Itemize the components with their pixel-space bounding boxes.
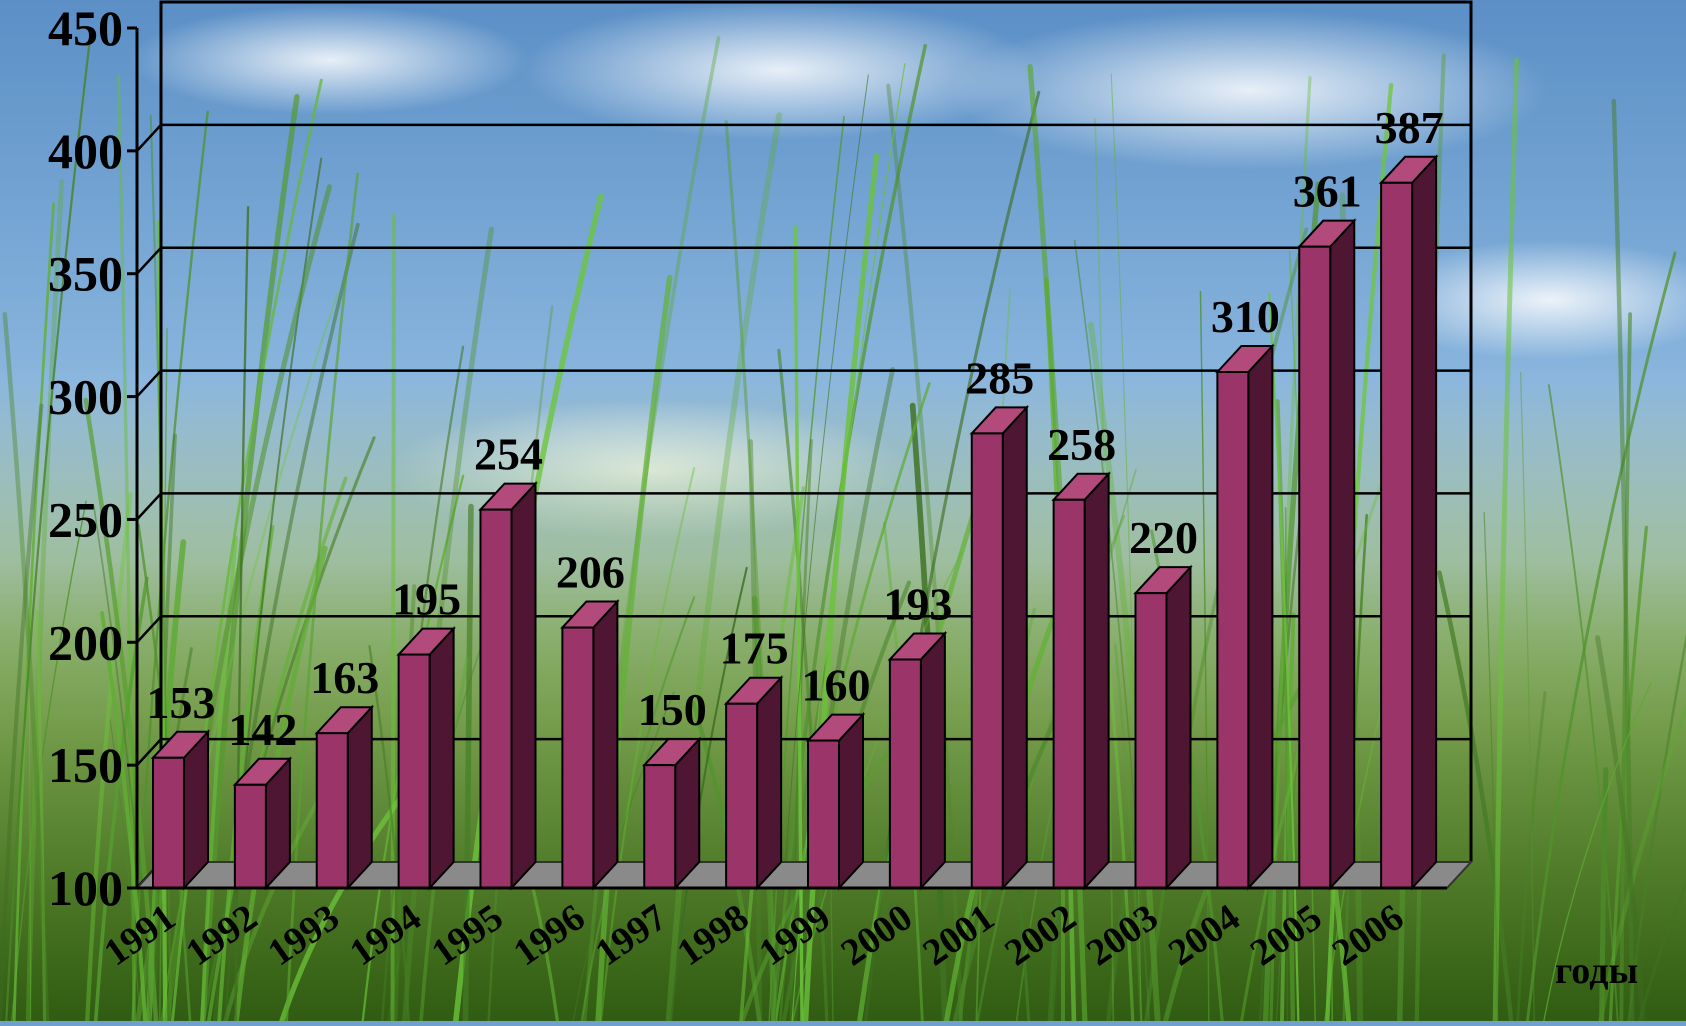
bar (317, 707, 372, 888)
bar (890, 633, 945, 888)
bar-front (808, 741, 839, 888)
bar-front (890, 659, 921, 888)
bar (481, 484, 536, 888)
data-label: 150 (638, 684, 707, 735)
bar (399, 629, 454, 888)
bar-front (317, 733, 348, 888)
bar (1217, 346, 1272, 888)
data-label: 175 (720, 623, 789, 674)
data-label: 310 (1211, 291, 1280, 342)
y-tick-label: 250 (48, 491, 123, 547)
data-label: 220 (1129, 512, 1198, 563)
data-label: 387 (1375, 102, 1444, 153)
data-label: 193 (883, 578, 952, 629)
bar-front (726, 704, 757, 888)
bar-front (972, 433, 1003, 888)
data-label: 206 (556, 547, 625, 598)
data-label: 285 (965, 352, 1034, 403)
bar-front (1299, 247, 1330, 888)
data-label: 258 (1047, 419, 1116, 470)
bar-side (512, 484, 536, 888)
bar-front (644, 765, 675, 888)
bar-front (481, 510, 512, 888)
data-label: 254 (474, 429, 543, 480)
data-label: 153 (147, 677, 216, 728)
bar-side (1003, 407, 1027, 888)
data-label: 361 (1293, 166, 1362, 217)
bar (972, 407, 1027, 888)
y-tick-label: 350 (48, 246, 123, 302)
bar-front (235, 785, 266, 888)
bar-side (1085, 474, 1109, 888)
bar-side (1412, 157, 1436, 888)
bar-side (1330, 221, 1354, 888)
bar-side (839, 715, 863, 888)
x-axis-label: годы (1555, 950, 1638, 992)
bar (1381, 157, 1436, 888)
bar (562, 602, 617, 888)
bar-side (430, 629, 454, 888)
bar-side (1248, 346, 1272, 888)
bar (808, 715, 863, 888)
bar-side (1167, 567, 1191, 888)
bar (1299, 221, 1354, 888)
data-label: 195 (392, 574, 461, 625)
y-tick-label: 400 (48, 123, 123, 179)
data-label: 142 (228, 704, 297, 755)
bar (726, 678, 781, 888)
bar (644, 739, 699, 888)
data-label: 160 (802, 660, 871, 711)
y-tick-label: 100 (48, 860, 123, 916)
data-label: 163 (310, 652, 379, 703)
bar-front (1136, 593, 1167, 888)
bar-front (1054, 500, 1085, 888)
bar-front (1381, 183, 1412, 888)
bar-side (757, 678, 781, 888)
bar-front (562, 628, 593, 888)
bar (1136, 567, 1191, 888)
y-tick-label: 150 (48, 737, 123, 793)
bar-front (153, 758, 184, 888)
bar (1054, 474, 1109, 888)
bar-side (593, 602, 617, 888)
bar-front (1217, 372, 1248, 888)
bar (235, 759, 290, 888)
bar-front (399, 655, 430, 888)
y-tick-label: 200 (48, 614, 123, 670)
bar-side (921, 633, 945, 888)
y-tick-label: 450 (48, 0, 123, 56)
bar-side (348, 707, 372, 888)
bar (153, 732, 208, 888)
y-tick-label: 300 (48, 369, 123, 425)
